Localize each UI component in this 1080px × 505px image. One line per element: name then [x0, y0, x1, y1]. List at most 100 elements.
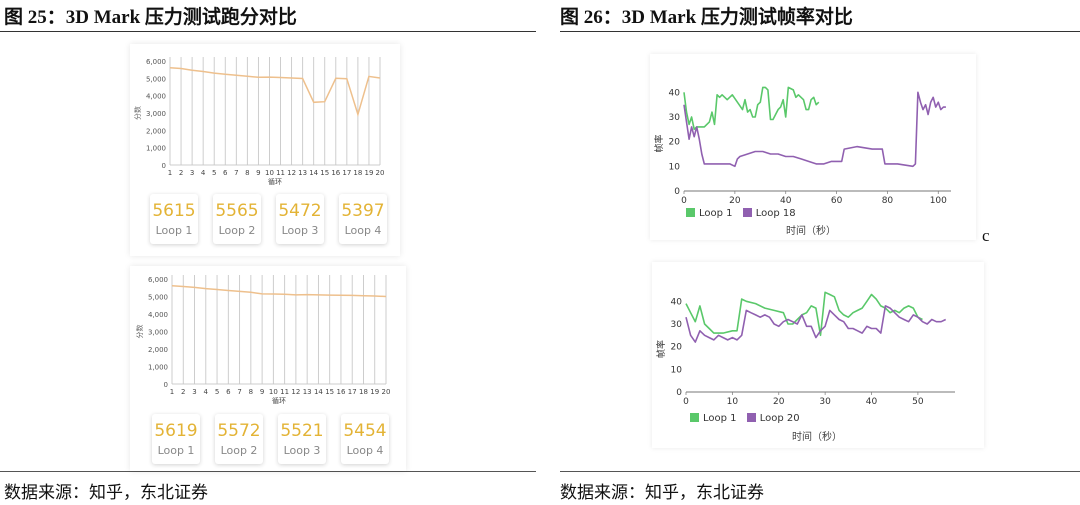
score-card: 5472 Loop 3 [276, 194, 324, 244]
score-card: 5454 Loop 4 [341, 414, 389, 464]
y-tick-label: 5,000 [148, 294, 168, 302]
legend-item: Loop 20 [746, 413, 800, 424]
legend-label: Loop 18 [755, 208, 796, 219]
x-tick-label: 1 [170, 388, 174, 396]
x-tick-label: 12 [287, 169, 296, 177]
score-card-label: Loop 1 [157, 444, 195, 457]
x-tick-label: 2 [179, 169, 183, 177]
figure-25-title: 图 25：3D Mark 压力测试跑分对比 [4, 7, 297, 28]
y-tick-label: 2,000 [148, 346, 168, 354]
stray-mark: c [982, 226, 990, 245]
y-tick-label: 0 [162, 162, 166, 170]
x-tick-label: 18 [359, 388, 368, 396]
y-axis-label: 帧率 [653, 134, 665, 152]
score-card-value: 5472 [278, 201, 322, 221]
score-card: 5619 Loop 1 [152, 414, 200, 464]
series-line-loop-b [685, 305, 947, 343]
x-tick-label: 18 [353, 169, 362, 177]
x-tick-label: 2 [181, 388, 185, 396]
x-tick-label: 11 [280, 388, 289, 396]
x-tick-label: 3 [190, 169, 194, 177]
y-axis-label: 分数 [135, 325, 144, 339]
y-tick-label: 20 [671, 343, 683, 353]
x-tick-label: 20 [376, 169, 385, 177]
fps-legend-bottom: Loop 1 Loop 20 [690, 413, 807, 424]
x-tick-label: 60 [831, 196, 843, 206]
title-rule-left [0, 31, 536, 32]
x-tick-label: 14 [309, 169, 318, 177]
score-panel-bottom: 0 1,000 2,000 3,000 4,000 5,000 6,000 1 2 3 4 5 6 7 8 9… [130, 266, 406, 471]
y-tick-label: 2,000 [146, 127, 166, 135]
legend-item: Loop 18 [742, 208, 796, 219]
series-line-loop-a [683, 86, 820, 131]
figure-26-title: 图 26：3D Mark 压力测试帧率对比 [560, 7, 853, 28]
fps-chart-bottom: 0 10 20 30 40 50 0 10 20 30 40 帧率 [655, 291, 955, 407]
y-tick-label: 6,000 [148, 276, 168, 284]
x-tick-label: 17 [348, 388, 357, 396]
score-card-value: 5565 [215, 201, 259, 221]
fps-panel-top: 0 20 40 60 80 100 0 10 20 30 40 帧率 Loop 1 Loop 18 时… [650, 54, 976, 240]
y-tick-label: 0 [164, 381, 168, 389]
legend-item: Loop 1 [686, 208, 733, 219]
x-tick-label: 8 [245, 169, 249, 177]
y-tick-label: 40 [671, 297, 683, 307]
score-card: 5572 Loop 2 [215, 414, 263, 464]
score-panel-top: 0 1,000 2,000 3,000 4,000 5,000 6,000 1 2 3 4 5 6 7 8 9… [130, 44, 400, 256]
fps-panel-bottom: 0 10 20 30 40 50 0 10 20 30 40 帧率 Loop 1 Loop 20 时间… [652, 262, 984, 448]
y-axis-label: 帧率 [655, 340, 667, 358]
score-card-label: Loop 4 [346, 444, 384, 457]
x-tick-label: 30 [819, 397, 831, 407]
y-tick-label: 1,000 [146, 145, 166, 153]
x-tick-label: 20 [729, 196, 741, 206]
x-tick-label: 8 [249, 388, 253, 396]
source-note-left: 数据来源：知乎，东北证券 [4, 483, 208, 503]
x-tick-label: 3 [192, 388, 196, 396]
x-tick-label: 1 [168, 169, 172, 177]
y-tick-label: 0 [676, 388, 682, 398]
legend-swatch [746, 413, 756, 422]
score-card-value: 5572 [217, 421, 261, 441]
x-tick-label: 6 [226, 388, 231, 396]
score-card-label: Loop 3 [283, 444, 321, 457]
score-line [169, 66, 381, 118]
score-card: 5397 Loop 4 [339, 194, 387, 244]
score-card-label: Loop 3 [281, 224, 319, 237]
y-tick-label: 10 [669, 162, 681, 172]
x-tick-label: 10 [269, 388, 278, 396]
source-rule-left [0, 471, 536, 472]
score-card: 5565 Loop 2 [213, 194, 261, 244]
x-tick-label: 11 [276, 169, 285, 177]
x-tick-label: 9 [260, 388, 264, 396]
x-tick-label: 5 [212, 169, 216, 177]
fps-chart-top: 0 20 40 60 80 100 0 10 20 30 40 帧率 [653, 86, 951, 206]
x-tick-label: 40 [780, 196, 792, 206]
score-card: 5615 Loop 1 [150, 194, 198, 244]
x-tick-label: 0 [681, 196, 687, 206]
x-tick-label: 5 [215, 388, 219, 396]
x-tick-label: 4 [204, 388, 209, 396]
x-axis-label: 循环 [272, 396, 286, 405]
y-tick-label: 30 [669, 113, 681, 123]
series-line-loop-b [683, 91, 946, 168]
y-tick-label: 3,000 [148, 329, 168, 337]
x-tick-label: 13 [303, 388, 312, 396]
x-tick-label: 16 [331, 169, 340, 177]
x-tick-label: 17 [342, 169, 351, 177]
y-tick-label: 40 [669, 88, 681, 98]
score-card-value: 5521 [280, 421, 324, 441]
x-tick-label: 10 [727, 397, 739, 407]
score-card-value: 5619 [154, 421, 198, 441]
y-tick-label: 6,000 [146, 58, 166, 66]
x-tick-label: 50 [912, 397, 924, 407]
x-tick-label: 12 [291, 388, 300, 396]
x-tick-label: 19 [370, 388, 379, 396]
x-tick-label: 20 [773, 397, 785, 407]
score-card-label: Loop 1 [155, 224, 193, 237]
fps-xlabel-top: 时间（秒） [786, 226, 836, 237]
x-tick-label: 15 [325, 388, 334, 396]
y-tick-label: 30 [671, 320, 683, 330]
x-tick-label: 20 [382, 388, 391, 396]
score-card-label: Loop 4 [344, 224, 382, 237]
x-tick-label: 7 [234, 169, 238, 177]
